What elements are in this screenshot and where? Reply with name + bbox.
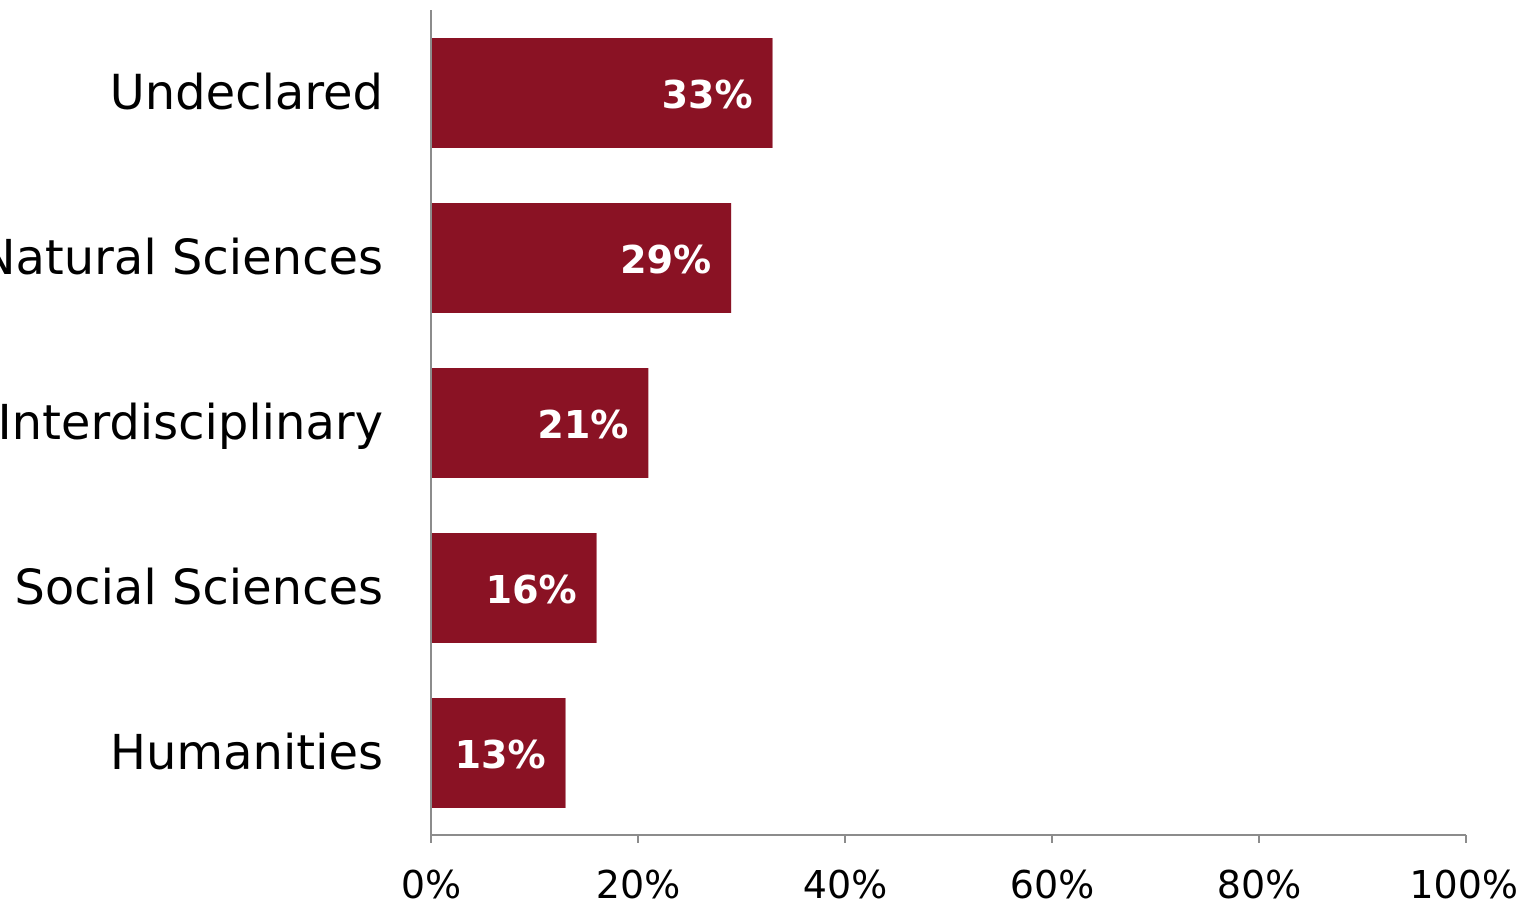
data-label-undeclared: 33% xyxy=(662,73,753,117)
tick-labels-group: 0% 20% 40% 60% 80% 100% xyxy=(401,863,1518,906)
x-tick-label-100: 100% xyxy=(1409,863,1518,906)
x-tick-label-60: 60% xyxy=(1010,863,1094,906)
bar-social-sciences xyxy=(431,533,597,643)
bar-natural-sciences xyxy=(431,203,732,313)
x-tick-label-40: 40% xyxy=(803,863,887,906)
axes-group xyxy=(430,10,1467,843)
data-label-humanities: 13% xyxy=(455,733,546,777)
category-label-undeclared: Undeclared xyxy=(110,65,383,121)
bar-humanities xyxy=(431,698,566,808)
category-label-social-sciences: Social Sciences xyxy=(14,560,383,616)
data-labels-group: 33% 29% 21% 16% 13% xyxy=(455,73,753,777)
category-label-humanities: Humanities xyxy=(110,725,383,781)
category-label-natural-sciences: Natural Sciences xyxy=(0,230,383,286)
x-tick-label-20: 20% xyxy=(596,863,680,906)
category-labels-group: Undeclared Natural Sciences Interdisciplin… xyxy=(0,65,383,781)
category-label-interdisciplinary: Interdisciplinary xyxy=(0,395,383,451)
data-label-interdisciplinary: 21% xyxy=(537,403,628,447)
bars-group xyxy=(431,38,773,808)
data-label-natural-sciences: 29% xyxy=(620,238,711,282)
x-tick-label-0: 0% xyxy=(401,863,461,906)
data-label-social-sciences: 16% xyxy=(486,568,577,612)
x-tick-label-80: 80% xyxy=(1217,863,1301,906)
bar-interdisciplinary xyxy=(431,368,649,478)
bar-undeclared xyxy=(431,38,773,148)
